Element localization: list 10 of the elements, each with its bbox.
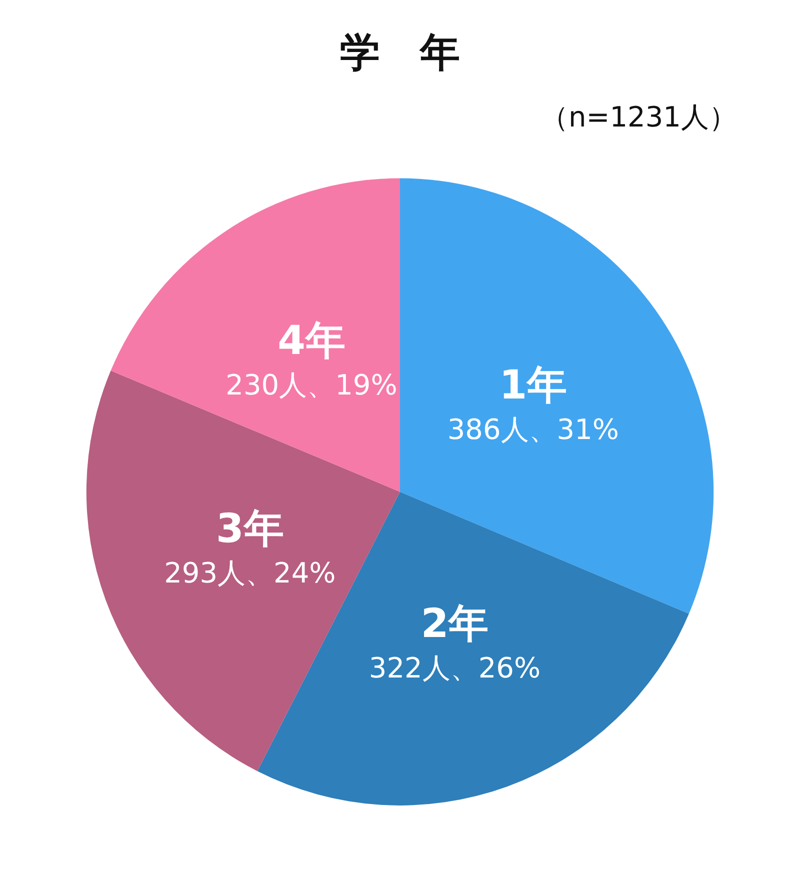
slice-label: 1年 xyxy=(499,362,568,409)
chart-title: 学 年 xyxy=(340,30,460,76)
data-label: 293人、24% xyxy=(164,556,336,590)
slice-label: 2年 xyxy=(420,600,489,647)
chart-subtitle: （n=1231人） xyxy=(540,100,738,134)
data-label: 230人、19% xyxy=(226,368,398,402)
data-label: 386人、31% xyxy=(447,413,620,446)
slice-label: 3年 xyxy=(216,506,284,552)
data-label: 322人、26% xyxy=(368,651,541,684)
slice-label: 4年 xyxy=(278,318,346,364)
